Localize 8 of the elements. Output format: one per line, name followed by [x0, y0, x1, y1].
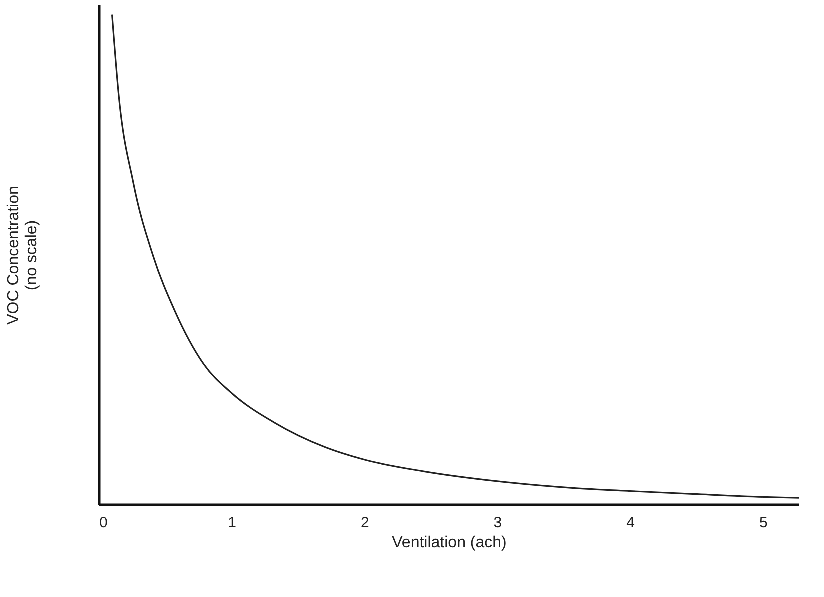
x-tick-label: 3 — [494, 514, 502, 532]
x-tick-label: 0 — [100, 514, 108, 532]
y-axis-title: VOC Concentration (no scale) — [6, 186, 40, 325]
x-tick-label: 2 — [360, 514, 370, 532]
x-axis-title: Ventilation (ach) — [392, 534, 507, 552]
x-tick-label: 1 — [228, 514, 236, 532]
x-tick-label: 4 — [626, 514, 635, 532]
x-tick-label: 5 — [759, 514, 768, 532]
